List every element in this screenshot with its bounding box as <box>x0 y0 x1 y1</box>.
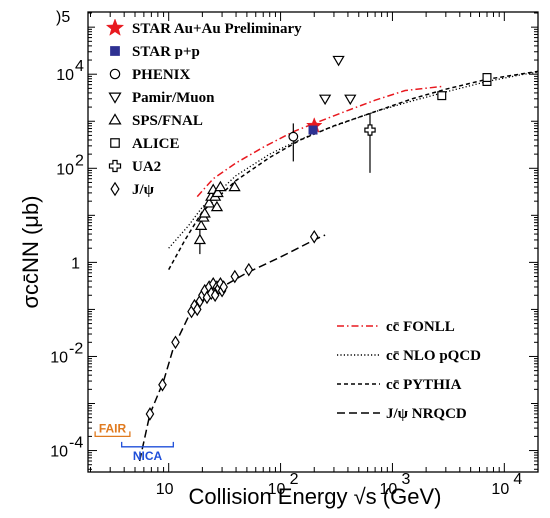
curve-0 <box>196 85 443 198</box>
legend: STAR Au+Au Preliminary STAR p+p PHENIX Pami… <box>105 18 481 422</box>
x-tick-label-1: 10 <box>268 481 286 498</box>
y-tick-exp-4: 4 <box>75 58 84 75</box>
legend-marker-5 <box>110 138 120 148</box>
legend-marker-0 <box>105 18 125 36</box>
x-tick-label-0: 10 <box>156 481 174 498</box>
x-tick-label-3: 10 <box>491 481 509 498</box>
y-axis-title: σcc̄NN (μb) <box>18 195 43 308</box>
point-4-10 <box>214 180 227 192</box>
y-tick-label-3: 10 <box>56 161 74 178</box>
legend-marker-2 <box>109 68 121 80</box>
point-4-3 <box>198 207 211 218</box>
point-4-1 <box>194 219 208 230</box>
y-tick-label-4: 10 <box>56 67 74 84</box>
legend-marker-6 <box>108 159 122 173</box>
point-6-0 <box>364 124 376 136</box>
curve-2 <box>168 70 539 271</box>
legend-line-label-0: cc̄ FONLL <box>386 319 455 335</box>
legend-marker-4 <box>108 113 122 125</box>
y-tick-exp-1: -2 <box>69 340 83 357</box>
legend-label-6: UA2 <box>132 159 161 175</box>
legend-line-label-1: cc̄ NLO pQCD <box>386 348 481 364</box>
point-7-1 <box>158 377 167 392</box>
x-tick-label-2: 10 <box>380 481 398 498</box>
point-7-19 <box>230 269 240 284</box>
y-tick-exp-0: -4 <box>69 435 83 452</box>
range-bracket-1 <box>121 441 174 448</box>
legend-label-4: SPS/FNAL <box>132 113 203 129</box>
point-4-9 <box>211 186 224 198</box>
legend-label-3: Pamir/Muon <box>132 90 215 106</box>
point-5-0 <box>437 91 447 101</box>
x-axis-title: Collision Energy √s (GeV) <box>189 484 442 509</box>
legend-line-label-2: cc̄ PYTHIA <box>386 377 462 393</box>
point-7-20 <box>244 262 254 277</box>
range-label-1: NICA <box>133 449 163 463</box>
point-7-0 <box>145 407 155 421</box>
legend-marker-1 <box>110 46 120 56</box>
point-1-0 <box>308 125 318 135</box>
y-tick-label-0: 10 <box>50 444 68 461</box>
plot-frame <box>87 11 539 473</box>
range-label-0: FAIR <box>99 421 127 435</box>
point-3-2 <box>344 94 357 106</box>
point-4-11 <box>228 180 241 192</box>
legend-marker-3 <box>108 92 122 104</box>
point-4-8 <box>210 200 224 212</box>
point-3-1 <box>332 55 345 67</box>
legend-label-1: STAR p+p <box>132 44 200 60</box>
x-tick-exp-1: 2 <box>290 471 299 488</box>
y-tick-label-2: 1 <box>71 255 80 272</box>
x-tick-exp-3: 4 <box>513 471 522 488</box>
curves-layer <box>138 70 539 462</box>
annotations-layer: FAIR NICA <box>94 421 174 463</box>
curve-3 <box>138 234 326 462</box>
point-4-0 <box>193 233 207 245</box>
x-tick-exp-2: 3 <box>401 471 410 488</box>
y-tick-exp-3: 2 <box>75 152 84 169</box>
point-3-0 <box>318 94 332 106</box>
legend-label-2: PHENIX <box>132 67 191 83</box>
points-layer <box>145 55 492 421</box>
point-4-4 <box>203 197 216 208</box>
y-axis-top-label: )5 <box>56 9 70 26</box>
legend-label-0: STAR Au+Au Preliminary <box>132 21 302 37</box>
point-5-2 <box>482 73 492 83</box>
point-7-21 <box>309 229 319 244</box>
legend-label-7: J/ψ <box>132 182 155 198</box>
point-7-18 <box>219 280 228 294</box>
point-7-2 <box>171 335 180 350</box>
point-2-0 <box>288 131 299 142</box>
y-tick-label-1: 10 <box>50 349 68 366</box>
legend-line-label-3: J/ψ NRQCD <box>386 406 467 422</box>
range-bracket-0 <box>94 431 131 438</box>
legend-marker-7 <box>110 181 120 197</box>
legend-label-5: ALICE <box>132 136 180 152</box>
